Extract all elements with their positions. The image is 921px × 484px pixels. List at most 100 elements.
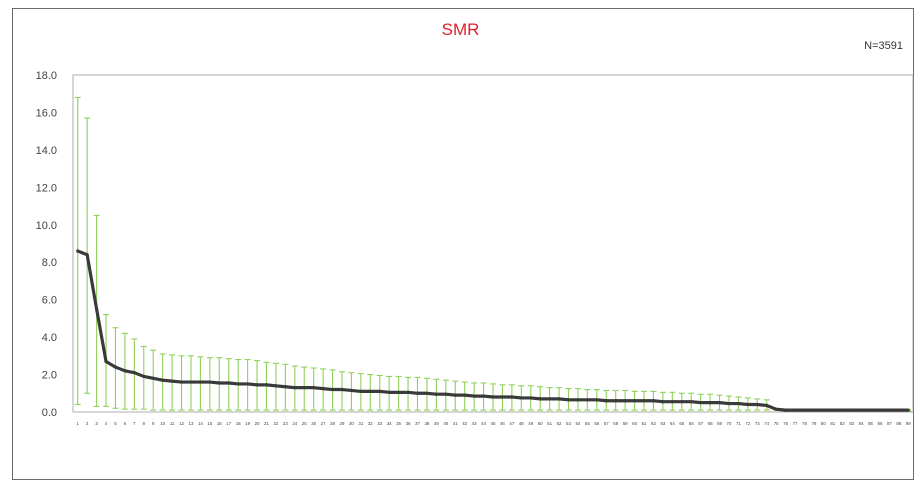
x-tick-label: 81 <box>830 421 835 426</box>
data-point <box>453 393 457 397</box>
data-point <box>510 395 514 399</box>
data-point <box>340 387 344 392</box>
data-point <box>293 386 297 390</box>
x-tick-label: 52 <box>557 421 562 426</box>
y-tick-label: 10.0 <box>36 220 57 232</box>
data-point <box>142 374 146 379</box>
x-tick-label: 2 <box>86 421 89 426</box>
x-tick-label: 20 <box>255 421 260 426</box>
x-tick-label: 50 <box>538 421 543 426</box>
data-point <box>491 395 495 399</box>
data-point <box>264 383 269 387</box>
data-point <box>179 380 184 384</box>
x-tick-label: 87 <box>887 421 892 426</box>
error-bars <box>74 96 912 412</box>
data-point <box>840 408 844 412</box>
chart-title: SMR <box>441 20 480 39</box>
x-tick-label: 32 <box>368 421 373 426</box>
data-point <box>415 391 420 395</box>
data-point <box>529 396 533 400</box>
x-tick-label: 56 <box>594 421 599 426</box>
data-point <box>208 380 212 384</box>
x-tick-label: 49 <box>528 421 533 426</box>
data-point <box>689 400 693 404</box>
data-point <box>736 401 740 406</box>
data-point <box>680 400 684 404</box>
x-tick-label: 75 <box>774 421 779 426</box>
data-point <box>246 382 250 386</box>
x-tick-label: 67 <box>698 421 703 426</box>
data-point <box>227 381 231 385</box>
x-tick-label: 21 <box>264 421 269 426</box>
data-point <box>755 402 759 407</box>
x-tick-label: 12 <box>179 421 184 426</box>
data-point <box>368 389 372 394</box>
data-point <box>774 407 778 411</box>
x-tick-label: 47 <box>509 421 514 426</box>
data-point <box>614 399 618 403</box>
x-tick-label: 42 <box>462 421 467 426</box>
data-point <box>444 392 448 396</box>
x-tick-label: 22 <box>273 421 278 426</box>
data-point <box>500 395 505 399</box>
x-tick-label: 15 <box>207 421 212 426</box>
data-point <box>878 408 882 412</box>
data-point <box>821 408 825 412</box>
x-tick-label: 4 <box>105 421 108 426</box>
x-tick-label: 43 <box>472 421 477 426</box>
data-point <box>349 388 354 393</box>
x-tick-label: 30 <box>349 421 354 426</box>
data-point <box>113 365 118 369</box>
data-point <box>189 380 193 384</box>
data-point <box>274 384 278 388</box>
x-tick-label: 54 <box>575 421 580 426</box>
x-tick-label: 86 <box>878 421 883 426</box>
data-point <box>151 376 155 380</box>
x-tick-label: 40 <box>443 421 448 426</box>
y-axis: 18.0 16.0 14.0 12.0 10.0 8.0 6.0 4.0 2.0 0.0 <box>36 70 57 419</box>
x-tick-label: 41 <box>453 421 458 426</box>
data-point <box>359 389 363 394</box>
x-tick-label: 85 <box>868 421 873 426</box>
x-tick-label: 23 <box>283 421 288 426</box>
data-point <box>604 399 608 403</box>
data-point <box>538 397 542 401</box>
data-point <box>699 401 703 405</box>
y-tick-label: 4.0 <box>42 332 57 344</box>
data-point <box>132 371 136 375</box>
data-point <box>793 408 797 412</box>
y-tick-label: 14.0 <box>36 145 57 157</box>
y-tick-label: 0.0 <box>42 407 57 419</box>
data-point <box>746 402 750 407</box>
x-tick-label: 82 <box>840 421 845 426</box>
data-point <box>302 386 306 390</box>
x-tick-label: 57 <box>604 421 609 426</box>
x-tick-label: 88 <box>896 421 901 426</box>
data-point <box>661 400 665 404</box>
x-tick-label: 28 <box>330 421 335 426</box>
x-tick-label: 3 <box>95 421 98 426</box>
x-tick-label: 31 <box>358 421 363 426</box>
x-tick-label: 1 <box>76 421 79 426</box>
x-tick-label: 5 <box>114 421 117 426</box>
data-point <box>727 401 731 406</box>
data-point <box>161 378 165 382</box>
data-point <box>425 391 429 395</box>
x-tick-label: 51 <box>547 421 552 426</box>
data-point <box>387 390 391 394</box>
data-point <box>576 398 580 402</box>
data-point <box>566 398 571 402</box>
data-point <box>623 399 627 403</box>
x-tick-label: 65 <box>679 421 684 426</box>
data-point <box>859 408 863 412</box>
x-tick-label: 60 <box>632 421 637 426</box>
data-point <box>717 401 722 405</box>
y-tick-label: 12.0 <box>36 182 57 194</box>
x-tick-label: 17 <box>226 421 231 426</box>
data-point <box>670 400 674 404</box>
y-tick-label: 6.0 <box>42 295 57 307</box>
x-tick-label: 33 <box>377 421 382 426</box>
data-point <box>85 253 89 257</box>
data-point <box>632 399 637 403</box>
x-tick-label: 26 <box>311 421 316 426</box>
